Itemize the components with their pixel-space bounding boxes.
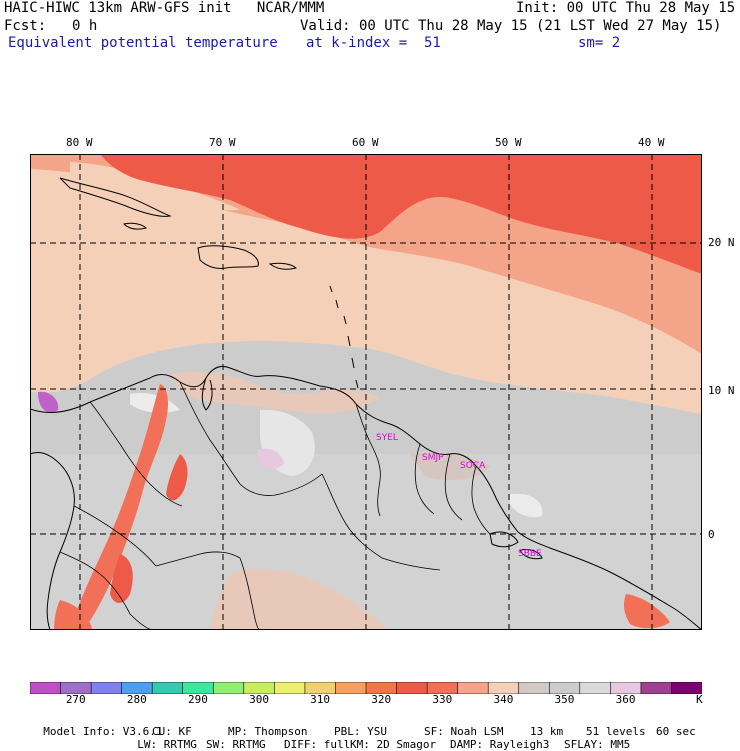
station-soca: SOCA bbox=[460, 461, 486, 471]
color-bar bbox=[30, 682, 702, 694]
grid-lines bbox=[30, 154, 702, 630]
field-patch-coast bbox=[170, 371, 380, 414]
color-bar-label: 280 bbox=[126, 693, 147, 706]
field-blob-345 bbox=[70, 162, 240, 211]
valid-time: Valid: 00 UTC Thu 28 May 15 (21 LST Wed … bbox=[300, 18, 722, 34]
color-bar-segment bbox=[90, 682, 123, 694]
color-bar-segment bbox=[457, 682, 489, 694]
color-bar-segment bbox=[274, 682, 306, 694]
lat-label-20n: 20 N bbox=[708, 236, 735, 249]
color-bar-segment bbox=[30, 682, 62, 694]
color-bar-segment bbox=[151, 682, 184, 694]
model-version: Model Info: V3.6.1 bbox=[43, 725, 163, 738]
field-spot-pacific bbox=[38, 391, 59, 413]
color-bar-segment bbox=[212, 682, 245, 694]
field-band-335 bbox=[100, 154, 702, 274]
map-frame bbox=[30, 154, 702, 630]
model-info-line1: Model Info: V3.6.1 CU: KF MP: Thompson PBL:… bbox=[30, 712, 696, 738]
lon-label-40w: 40 W bbox=[638, 136, 665, 149]
cu-scheme: CU: KF bbox=[152, 725, 192, 738]
station-sbbe: SBBE bbox=[518, 549, 542, 559]
grid-spacing: 13 km bbox=[530, 725, 564, 738]
lat-label-10n: 10 N bbox=[708, 384, 735, 397]
init-time: Init: 00 UTC Thu 28 May 15 bbox=[516, 0, 736, 16]
level-info: at k-index = 51 bbox=[306, 35, 441, 51]
lon-label-60w: 60 W bbox=[352, 136, 379, 149]
station-smjp: SMJP bbox=[422, 453, 444, 463]
field-andes-cell-1 bbox=[166, 454, 188, 501]
field-band-east-345 bbox=[490, 294, 702, 414]
color-bar-label: 310 bbox=[310, 693, 331, 706]
color-bar-label: K bbox=[696, 693, 703, 706]
color-bar-segment bbox=[671, 682, 702, 694]
color-bar-label: 290 bbox=[188, 693, 208, 706]
field-andes-streak bbox=[70, 384, 168, 630]
station-syel: SYEL bbox=[376, 433, 398, 443]
smoothing-info: sm= 2 bbox=[578, 35, 621, 51]
color-bar-segment bbox=[579, 682, 612, 694]
field-cell-se bbox=[623, 594, 670, 629]
field-spot-3 bbox=[510, 493, 543, 518]
timestep: 60 sec bbox=[656, 725, 696, 738]
forecast-label: Fcst: bbox=[4, 18, 47, 34]
color-bar-label: 300 bbox=[249, 693, 269, 706]
color-bar-label: 270 bbox=[65, 693, 86, 706]
sf-scheme: SF: Noah LSM bbox=[424, 725, 504, 738]
field-spot-purple bbox=[258, 448, 284, 469]
lat-label-0: 0 bbox=[708, 528, 715, 541]
forecast-hour: 0 h bbox=[72, 18, 98, 34]
lon-label-50w: 50 W bbox=[495, 136, 522, 149]
color-bar-label: 320 bbox=[371, 693, 392, 706]
field-patch-south bbox=[210, 569, 390, 630]
lon-label-80w: 80 W bbox=[66, 136, 93, 149]
mp-scheme: MP: Thompson bbox=[228, 725, 308, 738]
field-name: Equivalent potential temperature bbox=[8, 35, 278, 51]
country-borders bbox=[59, 381, 491, 630]
color-bar-segment bbox=[396, 682, 428, 694]
lon-label-70w: 70 W bbox=[209, 136, 236, 149]
color-bar-segment bbox=[335, 682, 367, 694]
pbl-scheme: PBL: YSU bbox=[334, 725, 387, 738]
color-bar-label: 350 bbox=[554, 693, 575, 706]
color-bar-label: 330 bbox=[432, 693, 453, 706]
model-info-line2: LW: RRTMG SW: RRTMG DIFF: full KM: 2D Smago… bbox=[124, 725, 630, 751]
num-levels: 51 levels bbox=[586, 725, 646, 738]
field-tongue-east bbox=[570, 154, 702, 254]
plot-title: HAIC-HIWC 13km ARW-GFS init NCAR/MMM bbox=[4, 0, 325, 16]
color-bar-segment bbox=[640, 682, 673, 694]
coastlines bbox=[30, 177, 702, 630]
theta-e-map: SYEL SMJP SOCA SBBE bbox=[30, 154, 702, 630]
color-bar-label: 340 bbox=[493, 693, 514, 706]
color-bar-label: 360 bbox=[615, 693, 636, 706]
color-bar-segment bbox=[518, 682, 551, 694]
field-andes-cell-3 bbox=[54, 600, 92, 630]
